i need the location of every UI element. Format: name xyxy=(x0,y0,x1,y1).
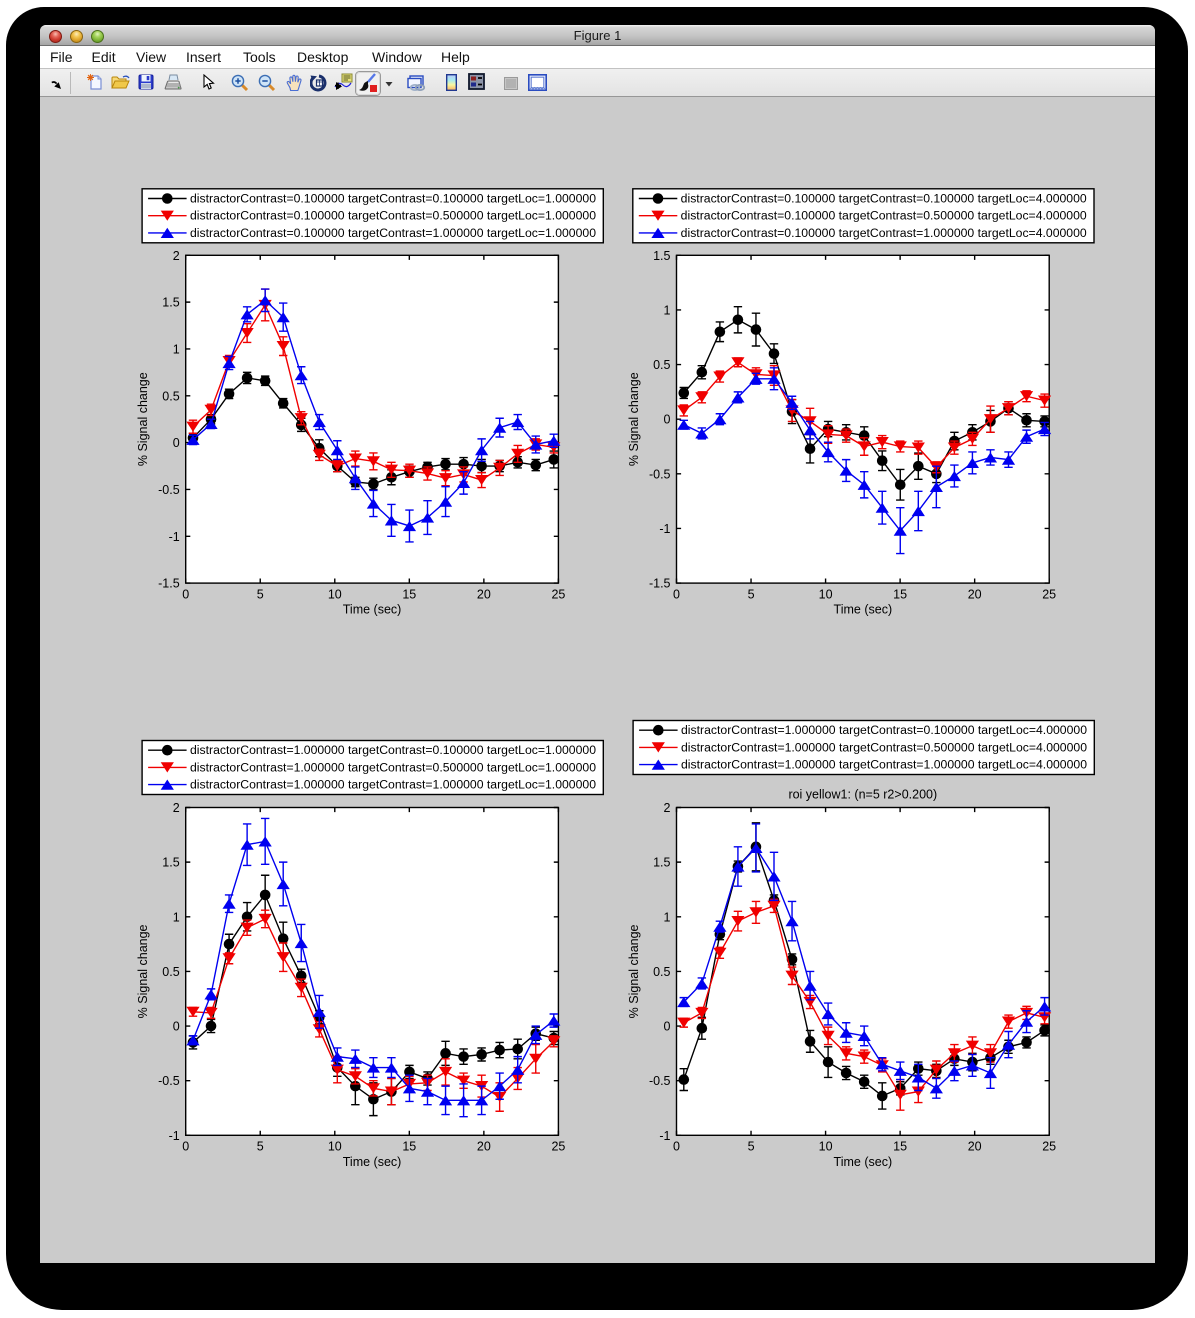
svg-text:Time (sec): Time (sec) xyxy=(834,1155,893,1169)
svg-text:1: 1 xyxy=(664,303,671,317)
svg-text:% Signal change: % Signal change xyxy=(136,372,150,466)
svg-text:0.5: 0.5 xyxy=(162,389,179,403)
svg-text:-0.5: -0.5 xyxy=(158,1074,180,1088)
svg-text:0: 0 xyxy=(673,1140,680,1154)
svg-text:Time (sec): Time (sec) xyxy=(343,1155,402,1169)
svg-text:0: 0 xyxy=(173,1020,180,1034)
svg-text:5: 5 xyxy=(748,1140,755,1154)
svg-text:15: 15 xyxy=(893,1140,907,1154)
svg-text:-0.5: -0.5 xyxy=(158,483,180,497)
svg-text:20: 20 xyxy=(477,587,491,601)
svg-text:0.5: 0.5 xyxy=(162,965,179,979)
svg-text:5: 5 xyxy=(257,587,264,601)
svg-text:distractorContrast=0.100000 ta: distractorContrast=0.100000 targetContra… xyxy=(681,228,1087,240)
svg-text:distractorContrast=0.100000 ta: distractorContrast=0.100000 targetContra… xyxy=(190,211,596,223)
svg-text:1.5: 1.5 xyxy=(162,856,179,870)
svg-text:distractorContrast=0.100000 ta: distractorContrast=0.100000 targetContra… xyxy=(681,211,1087,223)
svg-text:10: 10 xyxy=(328,587,342,601)
svg-text:0: 0 xyxy=(664,413,671,427)
svg-text:25: 25 xyxy=(551,1140,565,1154)
svg-text:-1: -1 xyxy=(659,522,670,536)
svg-text:20: 20 xyxy=(968,1140,982,1154)
svg-text:distractorContrast=1.000000 ta: distractorContrast=1.000000 targetContra… xyxy=(190,745,596,757)
svg-text:15: 15 xyxy=(893,587,907,601)
svg-text:10: 10 xyxy=(819,1140,833,1154)
svg-text:5: 5 xyxy=(748,587,755,601)
svg-text:% Signal change: % Signal change xyxy=(627,372,641,466)
svg-text:0.5: 0.5 xyxy=(653,358,670,372)
svg-text:2: 2 xyxy=(173,249,180,263)
svg-text:% Signal change: % Signal change xyxy=(627,924,641,1018)
svg-text:distractorContrast=1.000000 ta: distractorContrast=1.000000 targetContra… xyxy=(190,762,596,774)
svg-text:0: 0 xyxy=(673,587,680,601)
svg-text:roi yellow1: (n=5 r2>0.200): roi yellow1: (n=5 r2>0.200) xyxy=(788,788,937,802)
svg-text:distractorContrast=0.100000 ta: distractorContrast=0.100000 targetContra… xyxy=(681,194,1087,206)
svg-text:distractorContrast=1.000000 ta: distractorContrast=1.000000 targetContra… xyxy=(190,780,596,792)
svg-text:0.5: 0.5 xyxy=(653,965,670,979)
svg-text:-1.5: -1.5 xyxy=(649,577,671,591)
svg-text:20: 20 xyxy=(968,587,982,601)
svg-text:0: 0 xyxy=(173,436,180,450)
svg-text:25: 25 xyxy=(551,587,565,601)
svg-text:25: 25 xyxy=(1042,1140,1056,1154)
svg-text:15: 15 xyxy=(402,587,416,601)
svg-text:1.5: 1.5 xyxy=(653,249,670,263)
svg-text:distractorContrast=0.100000 ta: distractorContrast=0.100000 targetContra… xyxy=(190,228,596,240)
svg-text:Time (sec): Time (sec) xyxy=(834,603,893,617)
svg-text:1.5: 1.5 xyxy=(653,856,670,870)
svg-text:distractorContrast=1.000000 ta: distractorContrast=1.000000 targetContra… xyxy=(681,760,1087,772)
svg-text:-0.5: -0.5 xyxy=(649,467,671,481)
svg-text:5: 5 xyxy=(257,1140,264,1154)
svg-text:0: 0 xyxy=(664,1020,671,1034)
svg-text:-1.5: -1.5 xyxy=(158,577,180,591)
svg-text:15: 15 xyxy=(402,1140,416,1154)
svg-text:-1: -1 xyxy=(169,1129,180,1143)
svg-text:25: 25 xyxy=(1042,587,1056,601)
svg-text:1.5: 1.5 xyxy=(162,296,179,310)
svg-text:2: 2 xyxy=(173,801,180,815)
svg-text:-1: -1 xyxy=(659,1129,670,1143)
svg-text:0: 0 xyxy=(182,587,189,601)
svg-text:2: 2 xyxy=(664,801,671,815)
svg-text:1: 1 xyxy=(664,910,671,924)
svg-text:1: 1 xyxy=(173,910,180,924)
svg-text:10: 10 xyxy=(819,587,833,601)
svg-text:distractorContrast=0.100000 ta: distractorContrast=0.100000 targetContra… xyxy=(190,194,596,206)
svg-text:distractorContrast=1.000000 ta: distractorContrast=1.000000 targetContra… xyxy=(681,742,1087,754)
svg-text:0: 0 xyxy=(182,1140,189,1154)
svg-text:distractorContrast=1.000000 ta: distractorContrast=1.000000 targetContra… xyxy=(681,725,1087,737)
svg-text:% Signal change: % Signal change xyxy=(136,924,150,1018)
svg-text:10: 10 xyxy=(328,1140,342,1154)
svg-text:-0.5: -0.5 xyxy=(649,1074,671,1088)
svg-text:Time (sec): Time (sec) xyxy=(343,603,402,617)
svg-text:1: 1 xyxy=(173,342,180,356)
svg-text:-1: -1 xyxy=(169,530,180,544)
svg-text:20: 20 xyxy=(477,1140,491,1154)
